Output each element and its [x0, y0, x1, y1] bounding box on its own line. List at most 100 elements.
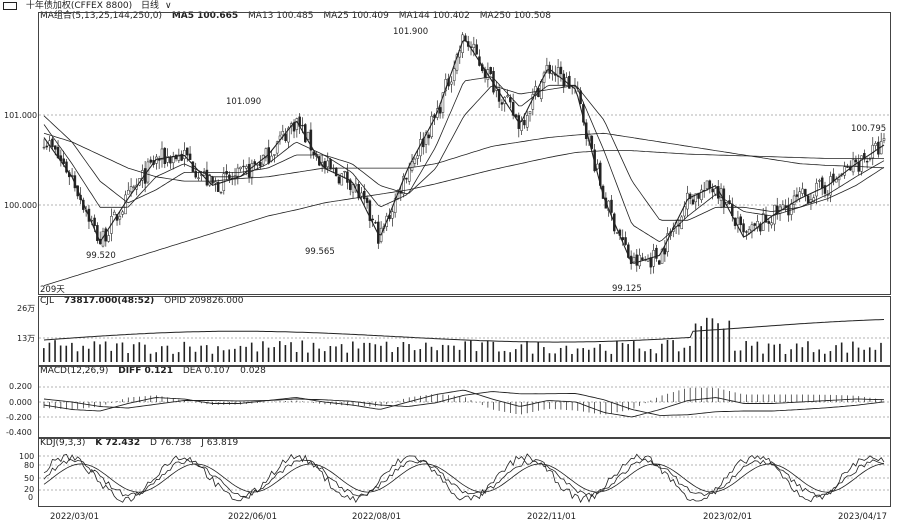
candlestick-series	[42, 32, 886, 275]
candle-body	[660, 249, 664, 264]
j-readout: J 63.819	[201, 438, 239, 448]
volume-bar	[644, 351, 646, 362]
volume-bar	[323, 351, 326, 362]
volume-bar	[87, 348, 90, 362]
candle-body	[523, 120, 526, 126]
candle-body	[742, 223, 745, 233]
candle-body	[806, 195, 810, 204]
x-tick-label: 2023/02/01	[703, 512, 752, 522]
volume-bar	[307, 352, 309, 362]
macd-readout: 0.028	[240, 366, 266, 376]
y-tick-label: 0	[28, 493, 33, 502]
candle-body	[166, 156, 169, 163]
volume-bar	[486, 340, 489, 362]
candle-body	[214, 181, 217, 184]
volume-bar	[632, 341, 635, 362]
volume-bar	[458, 349, 461, 362]
peak-annotation: 101.090	[226, 97, 261, 107]
volume-bar	[852, 341, 854, 362]
kdj-indicator-name[interactable]: KDJ(9,3,3)	[40, 438, 86, 448]
x-tick-label: 2022/06/01	[228, 512, 277, 522]
volume-bar	[543, 347, 545, 362]
volume-indicator-name[interactable]: CJL	[40, 296, 54, 306]
candle-body	[438, 107, 442, 114]
y-axis-labels: 101.000 100.000 26万 13万 0.200 0.000 -0.2…	[4, 111, 37, 502]
volume-bar	[514, 349, 517, 362]
candle-body	[632, 257, 636, 263]
volume-bar	[172, 353, 174, 362]
volume-bar	[43, 348, 45, 362]
ma-indicator-name[interactable]: MA组合(5,13,25,144,250,0)	[40, 11, 162, 21]
volume-bar	[559, 347, 562, 362]
candle-body	[854, 159, 858, 163]
ma25-line	[43, 85, 885, 221]
k-line	[43, 458, 885, 498]
volume-bar	[498, 351, 500, 362]
candle-body	[750, 224, 754, 232]
volume-bar	[829, 351, 832, 362]
ma13-readout: MA13 100.485	[248, 11, 314, 21]
open-interest-line	[43, 319, 885, 343]
candle-body	[340, 173, 344, 186]
volume-bar	[138, 342, 141, 362]
volume-bar	[59, 345, 62, 362]
volume-bar	[166, 345, 169, 362]
candle-body	[739, 216, 742, 226]
latest-annotation: 100.795	[851, 124, 886, 134]
candle-body	[329, 159, 332, 170]
volume-bar	[419, 349, 422, 362]
volume-bar	[655, 353, 658, 362]
volume-bar	[537, 341, 540, 362]
instrument-title: 十年债加权(CFFEX 8800)	[25, 1, 133, 11]
main-pane-header: MA组合(5,13,25,144,250,0) MA5 100.665 MA13…	[40, 11, 558, 22]
volume-bar	[121, 342, 124, 362]
candle-body	[194, 170, 197, 178]
candle-body	[405, 177, 408, 180]
candle-body	[511, 101, 515, 116]
kdj-pane-header: KDJ(9,3,3) K 72.432 D 76.738 J 63.819	[40, 438, 245, 449]
candle-body	[354, 183, 358, 187]
volume-bar	[93, 341, 96, 362]
volume-bar	[234, 348, 236, 362]
volume-bar	[211, 353, 214, 362]
volume-bar	[189, 346, 191, 362]
volume-bar	[846, 352, 849, 362]
candle-body	[610, 199, 613, 213]
volume-bar	[441, 344, 444, 362]
volume-bar	[857, 347, 860, 362]
candle-body	[882, 138, 886, 141]
dea-readout: DEA 0.107	[182, 366, 231, 376]
grid-lines	[39, 114, 890, 491]
volume-bar	[503, 350, 506, 362]
volume-bar	[683, 347, 686, 362]
candle-body	[424, 132, 428, 145]
volume-bar	[447, 345, 450, 362]
volume-bar	[396, 347, 399, 362]
candle-body	[413, 158, 417, 164]
period-selector[interactable]: 日线 ∨	[141, 1, 178, 11]
volume-pane-frame	[38, 296, 891, 366]
dea-line	[43, 391, 885, 416]
candle-body	[132, 186, 136, 189]
volume-bar	[385, 341, 388, 362]
candle-body	[186, 147, 189, 156]
candle-body	[450, 81, 453, 85]
volume-bar	[340, 344, 343, 362]
candle-body	[163, 147, 167, 164]
candle-body	[368, 200, 372, 221]
candle-body	[219, 191, 223, 194]
candle-body	[559, 66, 563, 75]
candle-body	[118, 216, 122, 220]
macd-indicator-name[interactable]: MACD(12,26,9)	[40, 366, 109, 376]
volume-bar	[132, 344, 135, 362]
candle-body	[407, 167, 411, 182]
ma13-line	[43, 76, 885, 243]
volume-bar	[790, 349, 792, 362]
volume-bar	[71, 342, 73, 362]
candle-body	[374, 222, 377, 224]
volume-bar	[548, 353, 551, 362]
volume-bar	[205, 345, 208, 362]
x-tick-label: 2023/04/17	[838, 512, 887, 522]
candle-body	[455, 54, 459, 71]
